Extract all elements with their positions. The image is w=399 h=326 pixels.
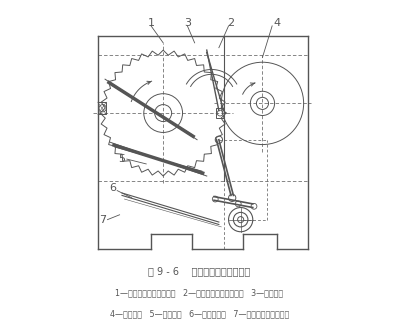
Text: 5: 5 [119,154,126,164]
Text: 2: 2 [227,19,235,28]
Text: 4—锯片滚筒   5—托绒部分   6—排杂调节板   7—排杂调节板调节装置: 4—锯片滚筒 5—托绒部分 6—排杂调节板 7—排杂调节板调节装置 [110,309,289,318]
Text: 图 9 - 6    毛刷刷绒部分调节装置: 图 9 - 6 毛刷刷绒部分调节装置 [148,266,251,276]
Text: 1—后挡风板及其调节装置   2—前挡风板及其调节装置   3—毛刷滚筒: 1—后挡风板及其调节装置 2—前挡风板及其调节装置 3—毛刷滚筒 [115,289,284,298]
Text: 6: 6 [109,183,116,193]
Text: 7: 7 [99,215,106,225]
Bar [216,108,224,118]
Text: 1: 1 [148,19,154,28]
Text: 3: 3 [184,19,191,28]
Text: 4: 4 [273,19,280,28]
Bar [98,102,106,114]
